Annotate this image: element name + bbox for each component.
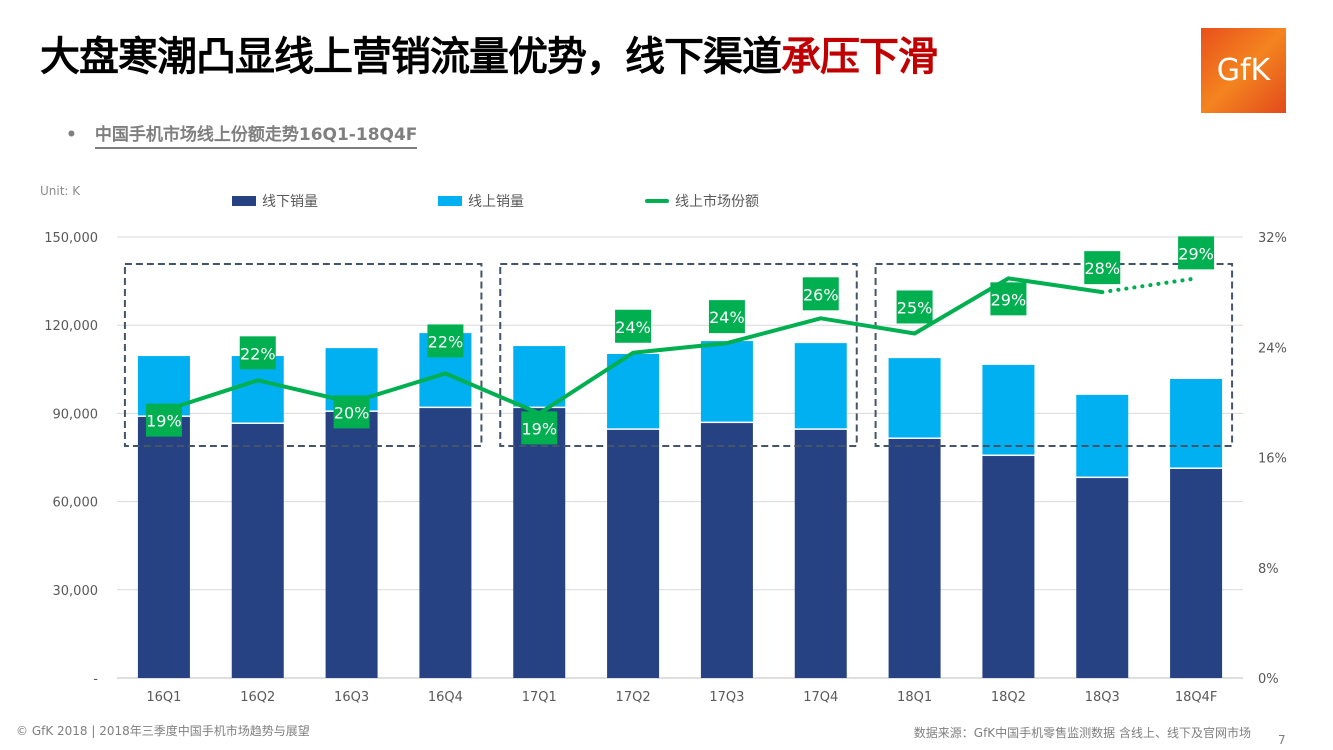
subtitle-text: 中国手机市场线上份额走势16Q1-18Q4F	[94, 125, 418, 149]
share-label-box	[239, 336, 276, 370]
bar-online	[700, 341, 753, 422]
legend-online: 线上销量	[438, 191, 524, 211]
share-label: 19%	[521, 419, 557, 438]
share-label-box	[1178, 236, 1215, 270]
bar-offline	[794, 429, 847, 678]
right-tick-label: 24%	[1258, 341, 1287, 356]
legend-offline: 线下销量	[232, 191, 318, 211]
bar-offline	[700, 423, 753, 678]
bar-online	[888, 358, 941, 438]
share-label-box	[333, 395, 370, 429]
bar-offline	[607, 429, 660, 678]
share-line	[163, 276, 1103, 416]
share-label: 29%	[991, 290, 1027, 309]
bar-offline	[419, 408, 472, 678]
share-label-box	[615, 309, 652, 343]
left-tick-label: 30,000	[53, 584, 99, 599]
legend-swatch-online	[438, 196, 462, 206]
left-tick-label: 90,000	[53, 407, 99, 422]
bar-offline	[231, 423, 284, 678]
left-tick-label: 150,000	[44, 231, 98, 246]
category-label: 18Q1	[897, 690, 932, 705]
category-label: 17Q4	[803, 690, 838, 705]
legend-swatch-offline	[232, 196, 256, 206]
bar-online	[607, 354, 660, 429]
share-label-box	[1084, 251, 1121, 285]
category-label: 17Q1	[522, 690, 557, 705]
left-tick-label: 120,000	[44, 319, 98, 334]
footer-source: 数据来源：GfK中国手机零售监测数据 含线上、线下及官网市场	[913, 726, 1251, 740]
highlight-box	[123, 263, 483, 447]
right-tick-label: 8%	[1258, 562, 1279, 577]
share-label: 19%	[146, 412, 182, 431]
share-label-box	[521, 411, 558, 445]
bullet: •	[66, 125, 77, 145]
category-label: 17Q3	[709, 690, 744, 705]
category-label: 16Q3	[334, 690, 369, 705]
category-label: 17Q2	[616, 690, 651, 705]
share-line-forecast	[1100, 276, 1199, 295]
share-label-box	[990, 282, 1027, 316]
share-label: 29%	[1178, 244, 1214, 263]
slide-title: 大盘寒潮凸显线上营销流量优势，线下渠道承压下滑	[40, 24, 938, 82]
category-label: 16Q2	[240, 690, 275, 705]
left-tick-label: -	[93, 672, 98, 687]
legend-label: 线下销量	[262, 194, 318, 210]
bar-offline	[888, 438, 941, 678]
share-label: 24%	[709, 308, 745, 327]
bar-offline	[1076, 478, 1129, 678]
left-tick-label: 60,000	[53, 496, 99, 511]
right-tick-label: 16%	[1258, 452, 1287, 467]
page-number: 7	[1278, 733, 1286, 747]
share-label-box	[145, 403, 182, 437]
title-main: 大盘寒潮凸显线上营销流量优势，线下渠道	[40, 34, 782, 80]
share-label: 28%	[1084, 259, 1120, 278]
share-label: 22%	[240, 344, 276, 363]
bar-online	[513, 346, 566, 407]
share-label: 24%	[615, 318, 651, 337]
bar-online	[1170, 379, 1223, 468]
chart-subtitle: • 中国手机市场线上份额走势16Q1-18Q4F	[66, 120, 418, 149]
category-label: 18Q4F	[1175, 690, 1218, 705]
category-label: 18Q2	[991, 690, 1026, 705]
legend-line-share	[645, 199, 669, 203]
highlight-box	[874, 263, 1234, 447]
gfk-logo: GfK	[1201, 28, 1286, 113]
share-label: 20%	[334, 403, 370, 422]
share-label: 26%	[803, 285, 839, 304]
right-tick-label: 32%	[1258, 231, 1287, 246]
legend-share: 线上市场份额	[645, 191, 759, 211]
bar-offline	[982, 456, 1035, 678]
share-label-box	[802, 277, 839, 311]
bar-offline	[137, 416, 190, 678]
title-highlight: 承压下滑	[781, 34, 938, 80]
category-label: 16Q1	[146, 690, 181, 705]
share-label-box	[896, 290, 933, 324]
category-label: 16Q4	[428, 690, 463, 705]
highlight-box	[499, 263, 858, 447]
share-label: 22%	[428, 332, 464, 351]
unit-label: Unit: K	[40, 184, 81, 198]
share-label-box	[708, 300, 745, 334]
bar-online	[794, 343, 847, 429]
share-label-box	[427, 324, 464, 358]
logo-text: GfK	[1216, 53, 1271, 88]
bar-offline	[513, 408, 566, 678]
legend-label: 线上市场份额	[675, 194, 759, 210]
legend-label: 线上销量	[468, 194, 524, 210]
footer-copyright: © GfK 2018 | 2018年三季度中国手机市场趋势与展望	[16, 724, 310, 738]
bar-online	[1076, 394, 1129, 477]
category-label: 18Q3	[1085, 690, 1120, 705]
right-tick-label: 0%	[1258, 672, 1279, 687]
bar-offline	[1170, 468, 1223, 678]
bar-offline	[325, 411, 378, 678]
share-label: 25%	[897, 298, 933, 317]
bar-online	[982, 364, 1035, 455]
